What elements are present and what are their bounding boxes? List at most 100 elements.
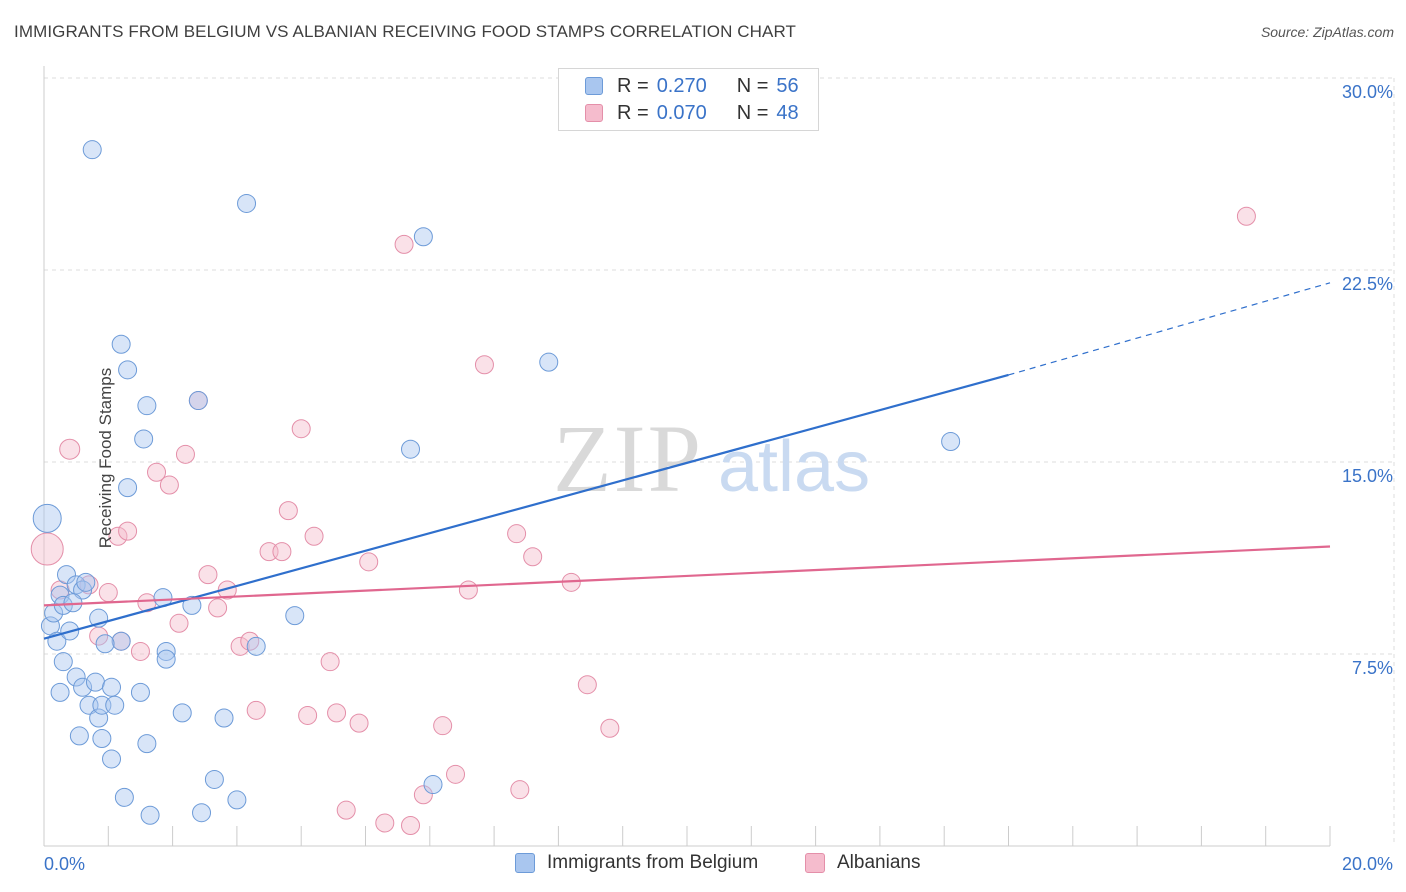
y-tick-label: 22.5%: [1342, 274, 1393, 294]
belgium-trend-extension: [1008, 282, 1331, 376]
belgium-point: [214, 708, 234, 728]
belgium-trend-line: [43, 373, 1009, 640]
legend-n-label: N =: [736, 74, 769, 97]
legend-label-albanians: Albanians: [837, 852, 921, 873]
albanians-point: [394, 234, 414, 254]
albanians-point: [401, 816, 421, 836]
belgium-point: [53, 652, 73, 672]
albanians-point: [600, 718, 620, 738]
legend-row-albanians: R = 0.070 N = 48: [585, 101, 799, 125]
belgium-point: [134, 429, 154, 449]
albanians-point: [108, 526, 128, 546]
legend-r-label: R =: [617, 74, 649, 97]
belgium-point: [69, 726, 89, 746]
albanians-point: [375, 813, 395, 833]
albanians-point: [118, 521, 138, 541]
albanians-point: [474, 355, 494, 375]
legend-swatch-pink: [585, 104, 603, 122]
belgium-point: [114, 787, 134, 807]
legend-item-albanians: Albanians: [805, 852, 920, 874]
correlation-legend: R = 0.270 N = 56 R = 0.070 N = 48: [558, 68, 819, 131]
belgium-point: [57, 565, 77, 585]
albanians-point: [169, 613, 189, 633]
albanians-point: [278, 501, 298, 521]
belgium-point: [102, 749, 122, 769]
legend-item-belgium: Immigrants from Belgium: [515, 852, 758, 874]
belgium-point: [105, 695, 125, 715]
belgium-point: [227, 790, 247, 810]
albanians-point: [510, 780, 530, 800]
legend-r-value: 0.270: [656, 74, 707, 97]
y-tick-label: 30.0%: [1342, 82, 1393, 102]
legend-swatch-pink: [805, 853, 825, 873]
belgium-point: [285, 606, 305, 626]
y-axis-label: Receiving Food Stamps: [96, 367, 116, 549]
albanians-points: [30, 206, 1256, 836]
albanians-point: [349, 713, 369, 733]
albanians-trend-line: [43, 545, 1331, 607]
belgium-point: [73, 580, 93, 600]
albanians-point: [359, 552, 379, 572]
belgium-point: [50, 682, 70, 702]
albanians-point: [298, 705, 318, 725]
y-tick-label: 15.0%: [1342, 466, 1393, 486]
albanians-point: [230, 636, 250, 656]
belgium-point: [246, 636, 266, 656]
belgium-point: [156, 641, 176, 661]
albanians-point: [272, 542, 292, 562]
albanians-point: [320, 652, 340, 672]
belgium-point: [82, 140, 102, 160]
belgium-point: [137, 396, 157, 416]
source-label: Source: ZipAtlas.com: [1260, 24, 1394, 40]
belgium-point: [156, 649, 176, 669]
albanians-point: [523, 547, 543, 567]
watermark-atlas: atlas: [718, 427, 870, 507]
belgium-point: [73, 677, 93, 697]
chart-title: IMMIGRANTS FROM BELGIUM VS ALBANIAN RECE…: [14, 22, 797, 41]
belgium-point: [111, 631, 131, 651]
albanians-point: [240, 631, 260, 651]
belgium-point: [102, 677, 122, 697]
axes: [43, 66, 1331, 847]
belgium-point: [172, 703, 192, 723]
tick-labels: 7.5% 15.0% 22.5% 30.0% 0.0% 20.0%: [44, 82, 1393, 874]
albanians-point: [458, 580, 478, 600]
legend-r-value: 0.070: [656, 101, 707, 124]
albanians-point: [446, 764, 466, 784]
belgium-point: [423, 775, 443, 795]
albanians-point: [327, 703, 347, 723]
albanians-point: [98, 583, 118, 603]
albanians-point: [336, 800, 356, 820]
albanians-point: [246, 700, 266, 720]
x-tick-label: 20.0%: [1342, 854, 1393, 874]
trend-lines: [43, 282, 1331, 640]
albanians-point: [291, 419, 311, 439]
legend-label-belgium: Immigrants from Belgium: [547, 852, 759, 873]
belgium-point: [140, 805, 160, 825]
albanians-point: [208, 598, 228, 618]
belgium-point: [182, 595, 202, 615]
albanians-point: [577, 675, 597, 695]
x-tick-label: 0.0%: [44, 854, 85, 874]
belgium-point: [237, 193, 257, 213]
albanians-point: [59, 438, 81, 460]
legend-n-label: N =: [736, 101, 769, 124]
belgium-point: [413, 227, 433, 247]
albanians-point: [198, 565, 218, 585]
belgium-point: [192, 803, 212, 823]
albanians-point: [413, 785, 433, 805]
belgium-point: [85, 672, 105, 692]
belgium-point: [204, 769, 224, 789]
legend-n-value: 48: [776, 101, 799, 124]
belgium-point: [130, 682, 150, 702]
legend-swatch-blue: [515, 853, 535, 873]
series-legend: Immigrants from Belgium Albanians: [0, 852, 1406, 878]
y-tick-label: 7.5%: [1352, 658, 1393, 678]
belgium-point: [118, 478, 138, 498]
albanians-point: [147, 462, 167, 482]
albanians-point: [507, 524, 527, 544]
belgium-point: [118, 360, 138, 380]
watermark: ZIP atlas: [553, 405, 870, 512]
belgium-point: [539, 352, 559, 372]
